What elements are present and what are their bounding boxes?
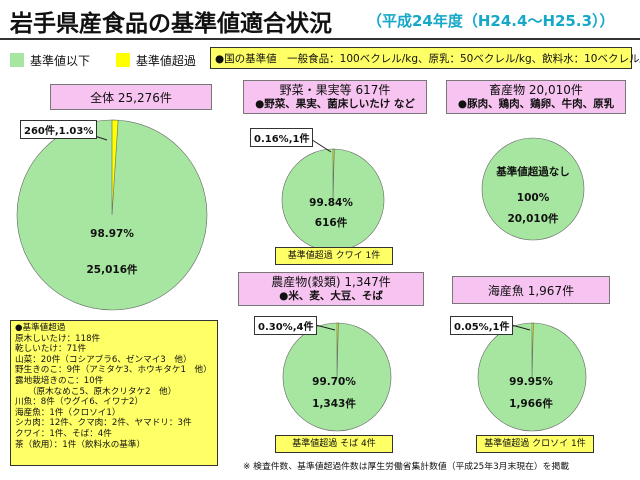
legend-label-over: 基準値超過 xyxy=(135,54,196,68)
pie-slice-livestock-under xyxy=(481,137,585,241)
callout-vegetables-over: 0.16%,1件 xyxy=(250,128,314,147)
legend: 基準値以下 基準値超過 xyxy=(10,52,218,69)
panel-title-grain-text: 農産物(穀類) 1,347件 xyxy=(271,275,391,289)
livestock-inner-title: 基準値超過なし xyxy=(496,166,570,178)
detail-line: 山菜：20件（コシアブラ6、ゼンマイ3 他） xyxy=(15,354,192,365)
detail-line: ●基準値超過 xyxy=(15,323,66,333)
vegetables-under-count: 616件 xyxy=(314,217,348,229)
detail-line: 乾しいたけ：71件 xyxy=(15,344,87,355)
panel-title-total: 全体 25,276件 xyxy=(50,84,212,110)
panel-title-fish-text: 海産魚 1,967件 xyxy=(487,284,575,298)
livestock-under-count: 20,010件 xyxy=(507,213,559,225)
detail-line: 川魚：8件（ウグイ6、イワナ2） xyxy=(15,397,144,408)
detail-line: 原木しいたけ：118件 xyxy=(15,333,101,344)
title-bar: 岩手県産食品の基準値適合状況 （平成24年度（H24.4～H25.3）） xyxy=(0,0,640,40)
badge-vegetables: 基準値超過 クワイ 1件 xyxy=(275,247,393,265)
legend-label-under: 基準値以下 xyxy=(30,54,91,68)
legend-item-under: 基準値以下 xyxy=(10,52,90,69)
pie-slice-fish-over xyxy=(531,322,534,378)
panel-sub-grain: ●米、麦、大豆、そば xyxy=(279,290,383,302)
callout-total-over: 260件,1.03% xyxy=(20,120,98,139)
panel-title-total-text: 全体 25,276件 xyxy=(90,91,172,105)
panel-title-grain: 農産物(穀類) 1,347件 ●米、麦、大豆、そば xyxy=(238,272,424,306)
pie-slice-grain-over xyxy=(336,322,339,378)
total-under-pct: 98.97% xyxy=(90,228,134,240)
callout-grain-over: 0.30%,4件 xyxy=(254,316,318,335)
pie-slice-total-over xyxy=(111,119,119,216)
panel-title-livestock-text: 畜産物 20,010件 xyxy=(489,83,583,97)
livestock-under-pct: 100% xyxy=(516,192,550,204)
panel-title-vegetables: 野菜・果実等 617件 ●野菜、果実、菌床しいたけ など xyxy=(243,80,427,114)
detail-line: 野生きのこ：9件（アミタケ3、ホウキタケ1 他） xyxy=(15,365,212,376)
footnote: ※ 検査件数、基準値超過件数は厚生労働省集計数値（平成25年3月末現在）を掲載 xyxy=(243,462,570,472)
badge-grain: 基準値超過 そば 4件 xyxy=(275,435,393,453)
panel-title-fish: 海産魚 1,967件 xyxy=(452,276,610,304)
badge-fish: 基準値超過 クロソイ 1件 xyxy=(476,435,594,453)
legend-swatch-under xyxy=(10,53,24,67)
grain-under-count: 1,343件 xyxy=(312,398,356,410)
exceedance-details: ●基準値超過 原木しいたけ：118件 乾しいたけ：71件 山菜：20件（コシアブ… xyxy=(10,320,218,466)
page-subtitle: （平成24年度（H24.4～H25.3）） xyxy=(367,12,615,30)
panel-title-livestock: 畜産物 20,010件 ●豚肉、鶏肉、鶏卵、牛肉、原乳 xyxy=(446,80,626,114)
standard-note: ●国の基準値 一般食品：100ベクレル/kg、原乳：50ベクレル/kg、飲料水：… xyxy=(210,47,640,69)
detail-line: 海産魚：1件（クロソイ1） xyxy=(15,407,121,418)
detail-line: 茶（飲用）：1件（飲料水の基準） xyxy=(15,439,146,450)
panel-sub-livestock: ●豚肉、鶏肉、鶏卵、牛肉、原乳 xyxy=(457,98,615,110)
legend-swatch-over xyxy=(115,53,130,67)
detail-line: クワイ：1件、そば：4件 xyxy=(15,428,112,439)
vegetables-under-pct: 99.84% xyxy=(309,197,353,209)
detail-line: シカ肉：12件、クマ肉：2件、ヤマドリ：3件 xyxy=(15,418,192,429)
fish-under-count: 1,966件 xyxy=(509,398,553,410)
panel-title-vegetables-text: 野菜・果実等 617件 xyxy=(279,83,391,97)
grain-under-pct: 99.70% xyxy=(312,376,356,388)
page-title: 岩手県産食品の基準値適合状況 xyxy=(10,11,332,37)
legend-item-over: 基準値超過 xyxy=(115,52,196,69)
total-under-count: 25,016件 xyxy=(86,264,138,276)
detail-line: 露地栽培きのこ：10件 xyxy=(15,375,104,386)
panel-sub-vegetables: ●野菜、果実、菌床しいたけ など xyxy=(255,98,415,110)
fish-under-pct: 99.95% xyxy=(509,376,553,388)
pie-slice-vegetables-over xyxy=(332,148,335,201)
callout-fish-over: 0.05%,1件 xyxy=(450,316,514,335)
detail-line: （原木なめこ5、原木クリタケ2 他） xyxy=(15,386,177,397)
